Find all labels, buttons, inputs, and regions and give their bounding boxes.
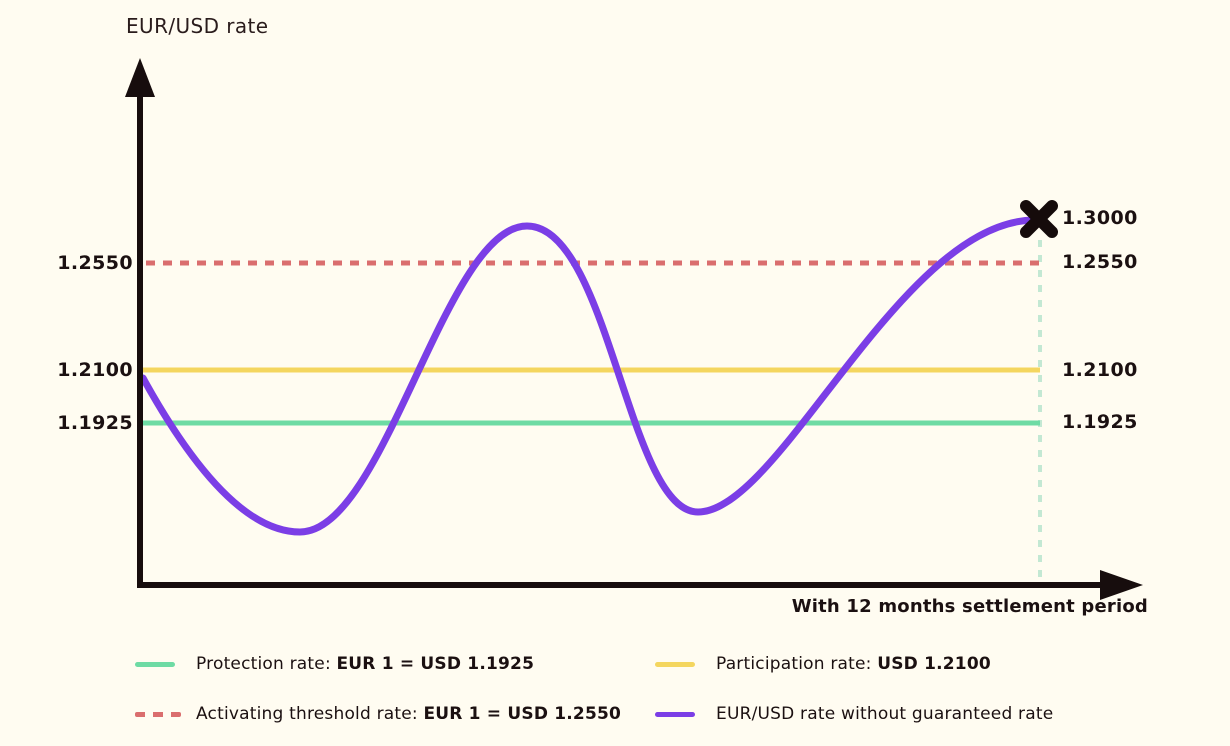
y-axis-label-left-1.1925: 1.1925 bbox=[57, 412, 133, 434]
y-axis-arrow-icon bbox=[125, 58, 155, 97]
legend-label: Participation rate: bbox=[716, 654, 878, 674]
legend-item-activating-threshold-rate: Activating threshold rate: EUR 1 = USD 1… bbox=[135, 702, 621, 726]
y-axis-label-left-1.2550: 1.2550 bbox=[57, 252, 133, 274]
legend-label: EUR/USD rate without guaranteed rate bbox=[716, 704, 1054, 724]
end-marker-x-icon bbox=[1020, 200, 1058, 238]
eurusd-rate-curve bbox=[139, 216, 1038, 536]
eurusd-rate-swatch-icon bbox=[655, 711, 695, 717]
legend-value: EUR 1 = USD 1.1925 bbox=[336, 654, 535, 674]
legend-item-participation-rate: Participation rate: USD 1.2100 bbox=[655, 652, 991, 676]
legend-item-eurusd-rate: EUR/USD rate without guaranteed rate bbox=[655, 702, 1053, 726]
activating-threshold-swatch-icon bbox=[135, 711, 181, 717]
legend-label: Activating threshold rate: bbox=[196, 704, 424, 724]
chart-title: EUR/USD rate bbox=[126, 14, 269, 38]
participation-rate-swatch-icon bbox=[655, 661, 695, 667]
legend-item-protection-rate: Protection rate: EUR 1 = USD 1.1925 bbox=[135, 652, 534, 676]
y-axis-label-right-1.2100: 1.2100 bbox=[1062, 359, 1138, 381]
x-axis-arrow-icon bbox=[1100, 570, 1143, 600]
y-axis-label-right-1.2550: 1.2550 bbox=[1062, 251, 1138, 273]
legend-value: EUR 1 = USD 1.2550 bbox=[423, 704, 622, 724]
y-axis-label-right-1.3000: 1.3000 bbox=[1062, 207, 1138, 229]
y-axis-label-right-1.1925: 1.1925 bbox=[1062, 411, 1138, 433]
legend-value: USD 1.2100 bbox=[877, 654, 991, 674]
y-axis-label-left-1.2100: 1.2100 bbox=[57, 359, 133, 381]
x-axis-label: With 12 months settlement period bbox=[791, 596, 1148, 617]
legend-label: Protection rate: bbox=[196, 654, 337, 674]
protection-rate-swatch-icon bbox=[135, 661, 175, 667]
